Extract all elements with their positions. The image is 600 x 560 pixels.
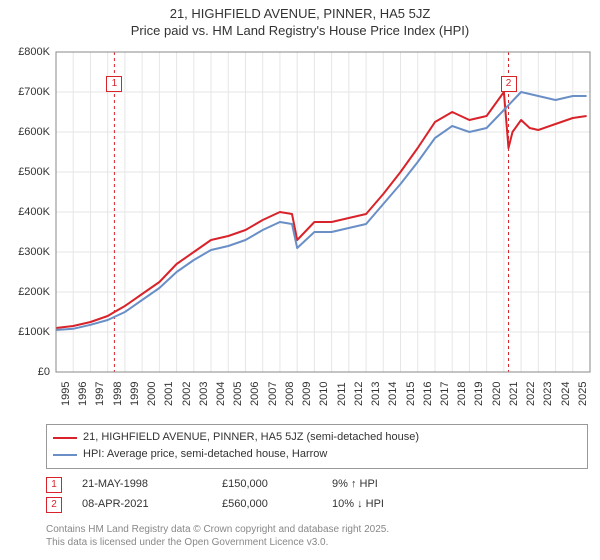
legend-swatch (53, 454, 77, 456)
x-tick-label: 2017 (439, 381, 457, 405)
chart-area: £0£100K£200K£300K£400K£500K£600K£700K£80… (10, 48, 590, 418)
attribution-line2: This data is licensed under the Open Gov… (46, 536, 588, 549)
event-row-pct: 9% ↑ HPI (332, 475, 452, 495)
event-row-price: £560,000 (222, 495, 312, 515)
x-tick-label: 2008 (284, 381, 302, 405)
chart-title-block: 21, HIGHFIELD AVENUE, PINNER, HA5 5JZ Pr… (0, 0, 600, 40)
attribution-block: Contains HM Land Registry data © Crown c… (46, 523, 588, 549)
event-row-price: £150,000 (222, 475, 312, 495)
chart-title-line1: 21, HIGHFIELD AVENUE, PINNER, HA5 5JZ (0, 6, 600, 23)
event-row: 1 21-MAY-1998 £150,000 9% ↑ HPI (46, 475, 588, 495)
legend-label: 21, HIGHFIELD AVENUE, PINNER, HA5 5JZ (s… (83, 429, 419, 447)
x-tick-label: 2023 (542, 381, 560, 405)
legend-swatch (53, 437, 77, 439)
event-row-pct: 10% ↓ HPI (332, 495, 452, 515)
event-row-date: 21-MAY-1998 (82, 475, 202, 495)
x-tick-label: 2015 (405, 381, 423, 405)
x-tick-label: 2025 (577, 381, 595, 405)
x-tick-label: 2004 (215, 381, 233, 405)
x-tick-label: 2000 (146, 381, 164, 405)
x-tick-label: 2016 (422, 381, 440, 405)
x-tick-label: 1996 (77, 381, 95, 405)
x-tick-label: 2007 (267, 381, 285, 405)
legend-row-hpi: HPI: Average price, semi-detached house,… (53, 446, 581, 464)
event-row: 2 08-APR-2021 £560,000 10% ↓ HPI (46, 495, 588, 515)
x-tick-label: 1995 (60, 381, 78, 405)
chart-svg (10, 48, 594, 376)
x-tick-label: 2011 (336, 382, 354, 406)
x-tick-label: 2022 (525, 381, 543, 405)
attribution-line1: Contains HM Land Registry data © Crown c… (46, 523, 588, 536)
x-tick-label: 2003 (198, 381, 216, 405)
x-tick-label: 2014 (387, 381, 405, 405)
x-tick-label: 2024 (560, 381, 578, 405)
legend-label: HPI: Average price, semi-detached house,… (83, 446, 327, 464)
x-tick-label: 2021 (508, 381, 526, 405)
x-tick-label: 2018 (456, 381, 474, 405)
x-tick-label: 2010 (318, 381, 336, 405)
legend-box: 21, HIGHFIELD AVENUE, PINNER, HA5 5JZ (s… (46, 424, 588, 469)
event-row-marker: 1 (46, 477, 62, 493)
legend-row-subject: 21, HIGHFIELD AVENUE, PINNER, HA5 5JZ (s… (53, 429, 581, 447)
x-tick-label: 2013 (370, 381, 388, 405)
x-tick-label: 1998 (112, 381, 130, 405)
events-table: 1 21-MAY-1998 £150,000 9% ↑ HPI 2 08-APR-2021… (46, 475, 588, 515)
x-tick-label: 2006 (249, 381, 267, 405)
event-marker-2: 2 (501, 76, 517, 92)
event-row-marker: 2 (46, 497, 62, 513)
x-tick-label: 1997 (94, 381, 112, 405)
x-tick-label: 1999 (129, 381, 147, 405)
x-tick-label: 2005 (232, 381, 250, 405)
x-tick-label: 2012 (353, 381, 371, 405)
event-row-date: 08-APR-2021 (82, 495, 202, 515)
x-tick-label: 2001 (163, 381, 181, 405)
event-marker-1: 1 (106, 76, 122, 92)
chart-title-line2: Price paid vs. HM Land Registry's House … (0, 23, 600, 40)
x-tick-label: 2002 (181, 381, 199, 405)
x-tick-label: 2020 (491, 381, 509, 405)
x-tick-label: 2009 (301, 381, 319, 405)
x-tick-label: 2019 (473, 381, 491, 405)
